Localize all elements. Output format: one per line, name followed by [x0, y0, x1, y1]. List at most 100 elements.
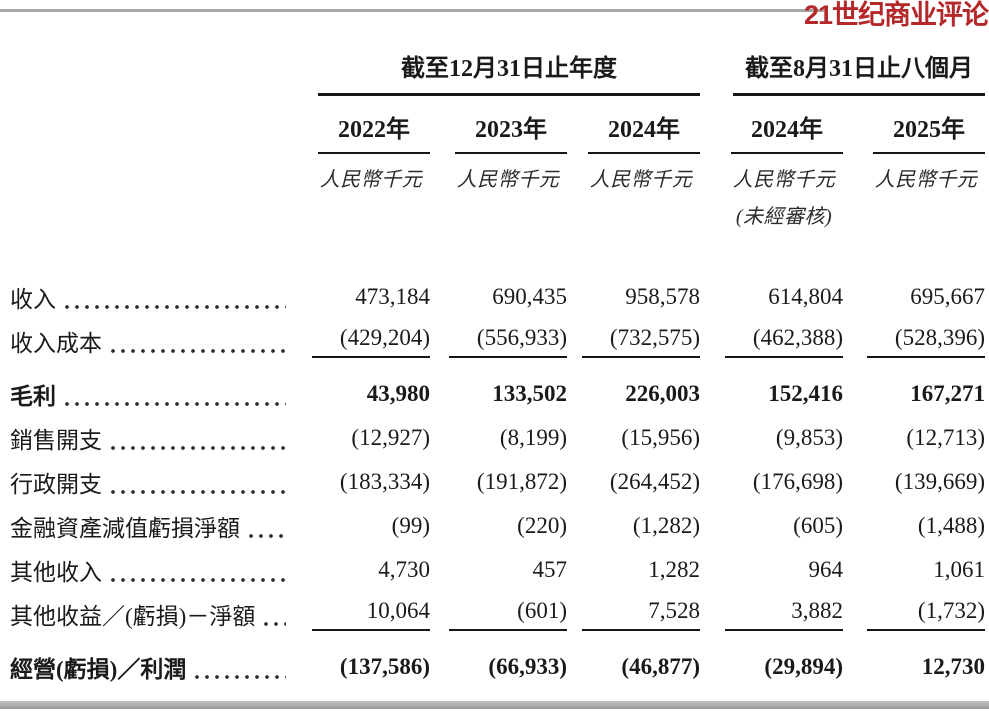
row-label-cell: 行政開支	[10, 465, 290, 499]
table-cell: (139,669)	[843, 469, 985, 495]
table-row: 經營(虧損)／利潤 (137,586) (66,933) (46,877) (29,89…	[10, 645, 985, 689]
year-col-2025-interim: 2025年	[843, 109, 985, 154]
table-cell: (429,204)	[290, 325, 430, 358]
cell-value: (732,575)	[582, 325, 700, 358]
row-label: 收入	[10, 287, 56, 312]
cell-value: 473,184	[355, 284, 430, 309]
unit-col: 人民幣千元	[567, 163, 700, 192]
table-row: 行政開支 (183,334) (191,872) (264,452) (176,698)…	[10, 460, 985, 504]
year-col-2024-interim: 2024年	[700, 109, 843, 154]
table-cell: (220)	[430, 513, 567, 539]
unit-label: 人民幣千元	[456, 169, 560, 191]
income-statement-table: 截至12月31日止年度 截至8月31日止八個月 2022年 2023年 2024…	[10, 48, 985, 689]
cell-value: (191,872)	[476, 469, 567, 494]
table-cell: 133,502	[430, 381, 567, 407]
cell-value: 226,003	[625, 381, 700, 406]
cell-value: 457	[532, 557, 568, 582]
table-row: 其他收益／(虧損)－淨額 10,064 (601) 7,528 3,882 (1,732)	[10, 592, 985, 636]
table-cell: (264,452)	[567, 469, 700, 495]
cell-value: 695,667	[910, 284, 985, 309]
column-group-annual: 截至12月31日止年度	[290, 48, 700, 96]
brand-logo: 21世纪商业评论	[803, 0, 989, 30]
row-label: 其他收入	[10, 560, 102, 585]
year-col-2022: 2022年	[290, 109, 430, 154]
cell-value: (605)	[793, 513, 843, 538]
cell-value: (176,698)	[752, 469, 843, 494]
cell-value: (12,927)	[351, 425, 430, 450]
table-cell: 964	[700, 557, 844, 583]
unaudited-note: (未經審核)	[735, 206, 833, 228]
cell-value: 958,578	[625, 284, 700, 309]
table-cell: 690,435	[430, 284, 567, 310]
year-label: 2025年	[873, 109, 985, 154]
table-row: 金融資產減值虧損淨額 (99) (220) (1,282) (605) (1,488)	[10, 504, 985, 548]
table-row: 其他收入 4,730 457 1,282 964 1,061	[10, 548, 985, 592]
cell-value: 1,061	[933, 557, 985, 582]
cell-value: (99)	[391, 513, 430, 538]
cell-value: (46,877)	[621, 654, 700, 679]
cell-value: (15,956)	[621, 425, 700, 450]
table-cell: (99)	[290, 513, 430, 539]
dot-leader	[249, 534, 286, 538]
top-divider-rule	[0, 9, 824, 12]
table-cell: 43,980	[290, 381, 430, 407]
table-cell: 167,271	[843, 381, 985, 407]
row-label-cell: 其他收益／(虧損)－淨額	[10, 597, 290, 631]
cell-value: (12,713)	[906, 425, 985, 450]
row-label: 其他收益／(虧損)－淨額	[10, 604, 256, 629]
year-header-row: 2022年 2023年 2024年 2024年 2025年	[10, 109, 985, 154]
cell-value: 152,416	[768, 381, 843, 406]
table-cell: (12,927)	[290, 425, 430, 451]
table-cell: 1,061	[843, 557, 985, 583]
cell-value: (9,853)	[775, 425, 843, 450]
row-label: 行政開支	[10, 472, 102, 497]
unit-label: 人民幣千元	[732, 169, 836, 191]
row-label-cell: 其他收入	[10, 553, 290, 587]
table-cell: (1,732)	[843, 598, 985, 631]
table-cell: (1,488)	[843, 513, 985, 539]
year-label: 2023年	[455, 109, 567, 154]
dot-leader	[195, 675, 286, 679]
table-row: 銷售開支 (12,927) (8,199) (15,956) (9,853) (12,71…	[10, 416, 985, 460]
row-label: 經營(虧損)／利潤	[10, 657, 187, 682]
cell-value: 3,882	[725, 598, 843, 631]
cell-value: 964	[808, 557, 844, 582]
table-cell: (462,388)	[700, 325, 843, 358]
cell-value: (556,933)	[449, 325, 567, 358]
cell-value: 690,435	[492, 284, 567, 309]
cell-value: (8,199)	[499, 425, 567, 450]
cell-value: 133,502	[492, 381, 567, 406]
cell-value: (137,586)	[339, 654, 430, 679]
cell-value: 7,528	[582, 598, 700, 631]
cell-value: (29,894)	[764, 654, 843, 679]
column-group-header-row: 截至12月31日止年度 截至8月31日止八個月	[10, 48, 985, 96]
cell-value: (1,282)	[632, 513, 700, 538]
cell-value: (1,488)	[917, 513, 985, 538]
table-cell: 12,730	[843, 654, 985, 680]
row-label: 銷售開支	[10, 428, 102, 453]
row-label: 金融資產減值虧損淨額	[10, 516, 240, 541]
table-cell: 473,184	[290, 284, 430, 310]
table-cell: 457	[430, 557, 568, 583]
dot-leader	[111, 490, 286, 494]
cell-value: (601)	[449, 598, 567, 631]
table-row: 收入 473,184 690,435 958,578 614,804 695,667	[10, 275, 985, 319]
cell-value: (220)	[517, 513, 567, 538]
cell-value: (66,933)	[488, 654, 567, 679]
table-row: 毛利 43,980 133,502 226,003 152,416 167,271	[10, 372, 985, 416]
column-group-annual-title: 截至12月31日止年度	[318, 48, 700, 96]
table-cell: 695,667	[843, 284, 985, 310]
cell-value: 43,980	[366, 381, 430, 406]
table-cell: 7,528	[567, 598, 700, 631]
year-label: 2024年	[588, 109, 700, 154]
table-cell: 152,416	[700, 381, 843, 407]
row-label-cell: 銷售開支	[10, 421, 290, 455]
dot-leader	[111, 578, 286, 582]
row-label-cell: 毛利	[10, 377, 290, 411]
group-header-spacer	[10, 48, 290, 96]
table-cell: 3,882	[700, 598, 843, 631]
row-label-cell: 收入成本	[10, 324, 290, 358]
row-label-cell: 金融資產減值虧損淨額	[10, 509, 290, 543]
table-cell: (176,698)	[700, 469, 843, 495]
cell-value: 1,282	[648, 557, 700, 582]
